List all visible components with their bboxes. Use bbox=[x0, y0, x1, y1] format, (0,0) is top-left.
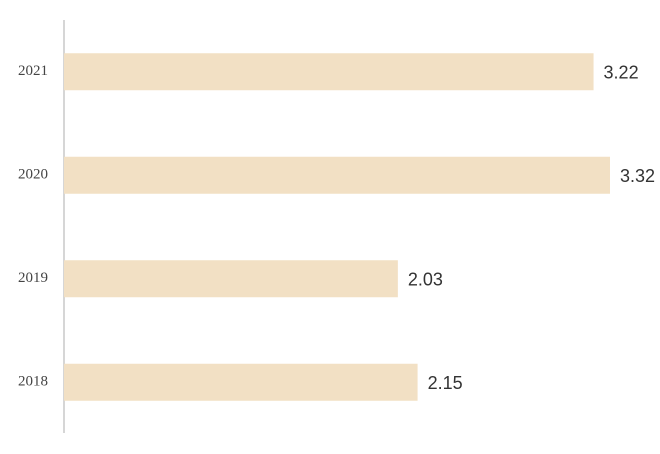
y-tick-label: 2020 bbox=[18, 167, 48, 183]
value-label: 3.32 bbox=[620, 166, 655, 186]
bar bbox=[64, 156, 610, 194]
value-label: 3.22 bbox=[604, 63, 639, 83]
value-label: 2.03 bbox=[408, 270, 443, 290]
bar bbox=[64, 260, 398, 298]
value-label: 2.15 bbox=[428, 373, 463, 393]
bar bbox=[64, 363, 418, 401]
y-tick-label: 2018 bbox=[18, 374, 48, 390]
y-tick-label: 2021 bbox=[18, 63, 48, 79]
bar bbox=[64, 53, 594, 91]
y-tick-label: 2019 bbox=[18, 270, 48, 286]
